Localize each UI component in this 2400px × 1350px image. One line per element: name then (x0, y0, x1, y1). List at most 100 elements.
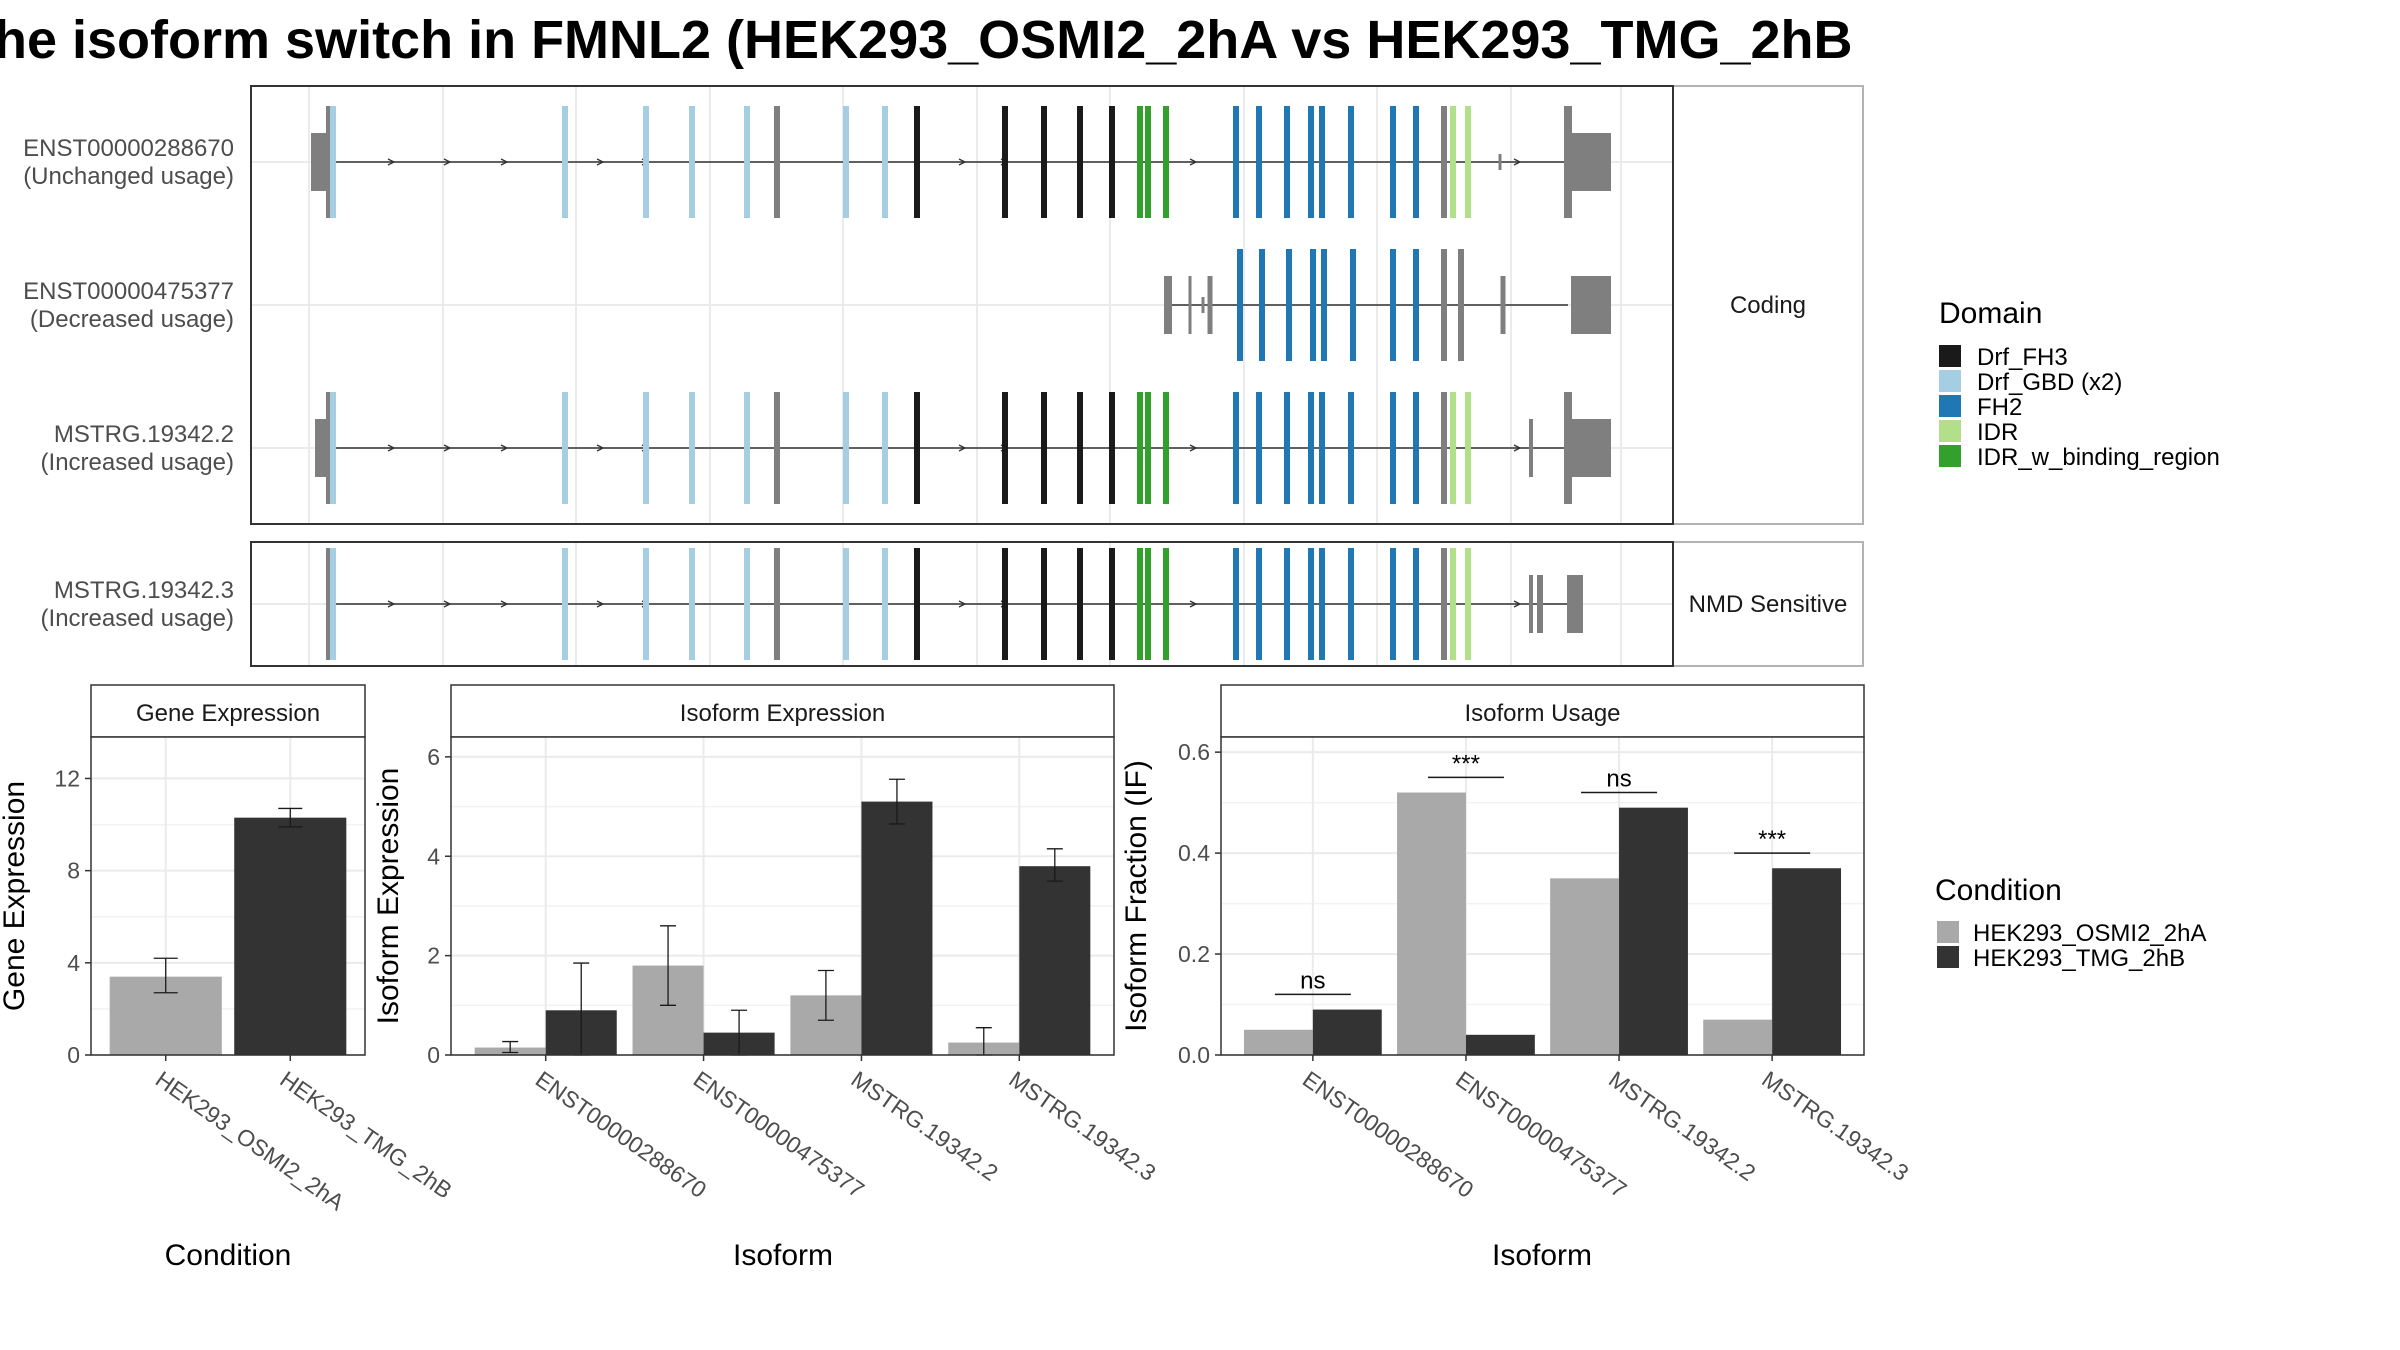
exon (326, 392, 332, 504)
strand-arrow (1189, 158, 1198, 166)
exon (1413, 548, 1419, 660)
exon (882, 548, 888, 660)
exon (1537, 575, 1543, 633)
exon (1137, 392, 1143, 504)
exon (330, 106, 336, 218)
strand-arrow (443, 158, 452, 166)
y-tick-label: 6 (427, 744, 440, 770)
significance-label: ns (1300, 967, 1325, 994)
exon (1237, 249, 1243, 361)
exon (843, 106, 849, 218)
strand-arrow (1513, 600, 1522, 608)
exon (843, 548, 849, 660)
exon (1256, 106, 1262, 218)
exon (1077, 548, 1083, 660)
condition-legend-label: HEK293_TMG_2hB (1973, 945, 2185, 972)
strand-arrow (387, 158, 396, 166)
isoform-expression-strip-title: Isoform Expression (680, 700, 885, 727)
significance-label: ns (1606, 766, 1631, 793)
exon (1390, 106, 1396, 218)
isoform-expression-chart: Isoform Expression 0 2 4 6 ENST00000288670ENS… (372, 684, 1161, 1272)
transcript-usage-label: (Unchanged usage) (23, 163, 234, 190)
exon (1319, 548, 1325, 660)
exon (1308, 392, 1314, 504)
transcript-id-label: MSTRG.19342.3 (54, 577, 234, 604)
exon (1567, 575, 1583, 633)
exon (1348, 106, 1354, 218)
exon (1413, 392, 1419, 504)
domain-legend-key (1939, 370, 1961, 392)
exon (1500, 276, 1506, 334)
domain-legend-key (1939, 345, 1961, 367)
figure-title: he isoform switch in FMNL2 (HEK293_OSMI2… (0, 10, 1853, 70)
exon (1564, 106, 1572, 218)
exon (326, 548, 332, 660)
exon (1145, 106, 1151, 218)
bar (861, 801, 933, 1055)
exon (1002, 392, 1008, 504)
bar-charts: Gene Expression04812HEK293_OSMI2_2hAHEK2… (0, 684, 1914, 1272)
y-tick-label: 12 (54, 765, 80, 791)
isoform-expression-strip (450, 684, 1115, 738)
exon (1348, 392, 1354, 504)
exon (1441, 392, 1447, 504)
strand-arrow (1513, 158, 1522, 166)
domain-legend-title: Domain (1939, 297, 2042, 330)
exon (744, 548, 750, 660)
y-tick-label: 0.6 (1178, 739, 1210, 765)
coding-panel-strip-label: Coding (1730, 292, 1806, 319)
strand-arrow (500, 600, 509, 608)
exon (744, 106, 750, 218)
exon (1002, 548, 1008, 660)
exon (1321, 249, 1327, 361)
strand-arrow (1513, 444, 1522, 452)
x-axis-title: Isoform (1492, 1239, 1592, 1272)
exon (1390, 249, 1396, 361)
exon (1413, 106, 1419, 218)
isoform-usage-strip (1220, 684, 1865, 738)
domain-legend-label: Drf_FH3 (1977, 344, 2068, 371)
exon (882, 106, 888, 218)
exon (774, 548, 780, 660)
exon (1286, 249, 1292, 361)
strand-arrow (443, 600, 452, 608)
exon (1441, 548, 1447, 660)
coding-panel-border (250, 85, 1674, 525)
strand-arrow (596, 444, 605, 452)
strand-arrow (596, 158, 605, 166)
strand-arrow (500, 158, 509, 166)
bar (1772, 868, 1842, 1055)
exon (1201, 297, 1205, 313)
exon (1207, 276, 1213, 334)
y-tick-label: 4 (67, 950, 80, 976)
exon (1348, 548, 1354, 660)
strand-arrow (443, 444, 452, 452)
exon (914, 106, 920, 218)
exon (1109, 392, 1115, 504)
condition-legend-key (1937, 946, 1959, 968)
domain-legend-label: Drf_GBD (x2) (1977, 369, 2122, 396)
exon (1256, 548, 1262, 660)
exon (1571, 276, 1611, 334)
bar (1397, 792, 1466, 1055)
exon (1041, 106, 1047, 218)
isoform-usage-plot-border (1220, 736, 1865, 1056)
isoform-expression-plot-border (450, 736, 1115, 1056)
significance-label: *** (1452, 750, 1480, 777)
bar (1243, 1029, 1313, 1055)
bar (1465, 1034, 1535, 1055)
exon (744, 392, 750, 504)
exon (1465, 548, 1471, 660)
exon (330, 392, 336, 504)
exon (1188, 276, 1192, 334)
exon (1413, 249, 1419, 361)
x-axis-title: Isoform (733, 1239, 833, 1272)
y-tick-label: 0 (427, 1042, 440, 1068)
exon (1441, 249, 1447, 361)
gene-expression-plot-border (90, 736, 366, 1056)
transcript-usage-label: (Decreased usage) (30, 306, 234, 333)
exon (1390, 392, 1396, 504)
exon (1284, 392, 1290, 504)
x-tick-label: MSTRG.19342.2 (847, 1066, 1003, 1186)
